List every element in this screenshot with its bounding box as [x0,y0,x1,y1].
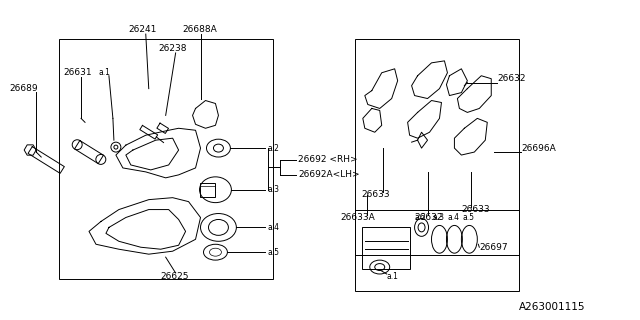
Text: a.2: a.2 [415,213,426,222]
Bar [355,39,519,255]
Text: a.5: a.5 [268,248,279,257]
Text: 26692 <RH>: 26692 <RH> [298,156,358,164]
Text: a.2: a.2 [268,144,279,153]
Text: 26633A: 26633A [340,213,374,222]
Text: 26692A<LH>: 26692A<LH> [298,170,360,180]
Bar [200,183,216,197]
Text: 26632: 26632 [497,74,525,83]
Text: 26625: 26625 [161,272,189,282]
Text: 26697: 26697 [479,243,508,252]
Text: 26689: 26689 [10,84,38,93]
Text: a.4: a.4 [447,213,460,222]
Text: a.3: a.3 [268,185,279,194]
Text: 26633: 26633 [461,205,490,214]
Text: a.5: a.5 [462,213,474,222]
Text: a.1: a.1 [387,272,399,282]
Text: 26696A: 26696A [521,144,556,153]
Bar [59,39,273,279]
Text: a.1: a.1 [99,68,111,77]
Text: 26241: 26241 [129,25,157,34]
Text: 26238: 26238 [159,44,188,53]
Bar [355,210,519,291]
Bar [362,228,410,269]
Text: 26688A: 26688A [182,25,218,34]
Text: a.4: a.4 [268,223,279,232]
Text: 26633: 26633 [362,190,390,199]
Text: A263001115: A263001115 [519,302,586,312]
Text: a.3: a.3 [433,213,445,222]
Text: 26631: 26631 [63,68,92,77]
Text: 26632: 26632 [415,213,443,222]
